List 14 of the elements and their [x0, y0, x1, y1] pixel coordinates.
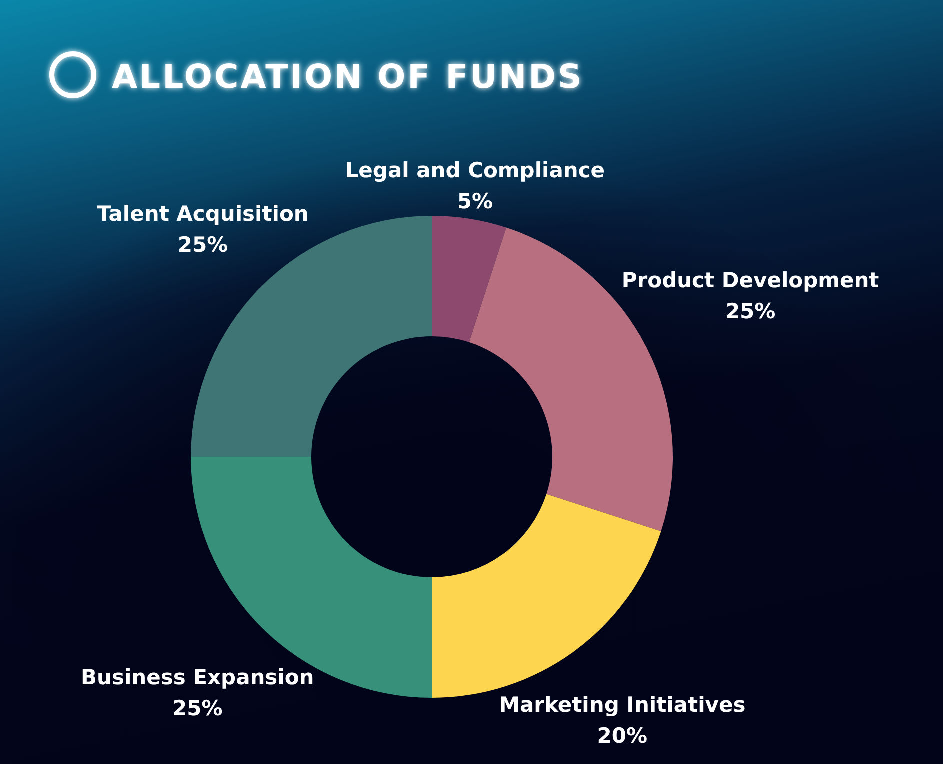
donut-slice: [432, 494, 662, 698]
donut-slice: [432, 216, 506, 342]
donut-slice: [191, 457, 432, 698]
slice-label: Business Expansion: [80, 665, 314, 690]
data-label: 25%: [178, 233, 228, 258]
slice-label: Product Development: [622, 268, 880, 293]
slice-label: Legal and Compliance: [345, 158, 606, 182]
data-label: 25%: [725, 300, 776, 324]
data-label: 5%: [457, 189, 494, 214]
slice-label: Marketing Initiatives: [499, 693, 746, 718]
data-label: 25%: [172, 696, 223, 720]
data-label: 20%: [597, 724, 648, 748]
chart-title: ALLOCATION OF FUNDS: [112, 57, 584, 96]
slice-label: Talent Acquisition: [97, 202, 309, 226]
